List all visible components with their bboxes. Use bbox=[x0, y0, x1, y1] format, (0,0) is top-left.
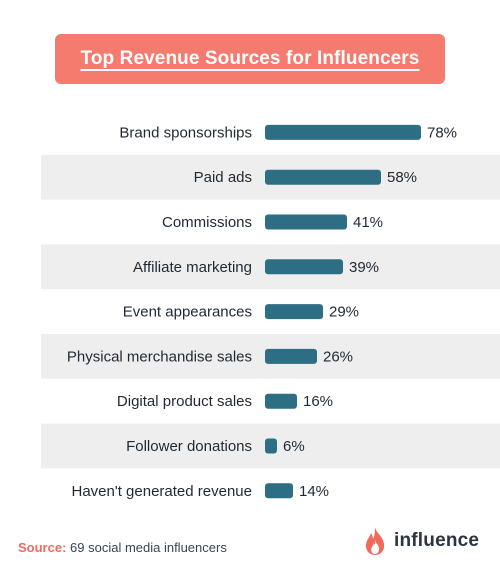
chart-title-banner: Top Revenue Sources for Influencers bbox=[55, 34, 445, 84]
value-label: 39% bbox=[349, 259, 379, 276]
category-label: Event appearances bbox=[123, 304, 252, 321]
brand-logo: influence bbox=[362, 526, 479, 556]
bar bbox=[265, 483, 293, 499]
value-label: 29% bbox=[329, 304, 359, 321]
source-key: Source: bbox=[18, 540, 67, 555]
bar bbox=[265, 348, 317, 364]
value-label: 14% bbox=[299, 483, 329, 500]
bar bbox=[265, 169, 381, 185]
category-label: Commissions bbox=[162, 214, 252, 231]
value-label: 41% bbox=[353, 214, 383, 231]
bar bbox=[265, 124, 421, 140]
category-label: Physical merchandise sales bbox=[67, 348, 252, 365]
bar bbox=[265, 259, 343, 275]
bar bbox=[265, 438, 277, 454]
category-label: Haven't generated revenue bbox=[72, 483, 253, 500]
flame-icon bbox=[365, 527, 385, 555]
bar bbox=[265, 304, 323, 320]
category-label: Affiliate marketing bbox=[133, 259, 252, 276]
category-label: Brand sponsorships bbox=[119, 124, 252, 141]
brand-name: influence bbox=[394, 530, 480, 551]
source-text: 69 social media influencers bbox=[66, 540, 227, 555]
value-label: 58% bbox=[387, 169, 417, 186]
value-label: 26% bbox=[323, 348, 353, 365]
value-label: 16% bbox=[303, 393, 333, 410]
bar bbox=[265, 393, 297, 409]
bar bbox=[265, 214, 347, 230]
category-label: Digital product sales bbox=[117, 393, 252, 410]
category-label: Paid ads bbox=[194, 169, 252, 186]
source-note: Source: 69 social media influencers bbox=[18, 540, 227, 555]
category-label: Follower donations bbox=[126, 438, 252, 455]
value-label: 6% bbox=[283, 438, 305, 455]
value-label: 78% bbox=[427, 124, 457, 141]
chart-title: Top Revenue Sources for Influencers bbox=[80, 48, 420, 69]
